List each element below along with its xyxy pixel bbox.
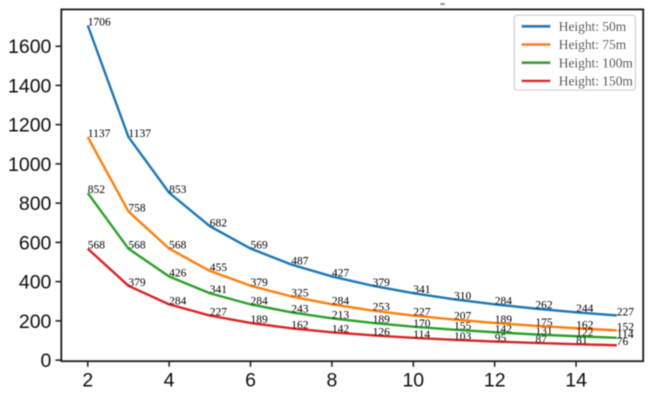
svg-text:379: 379: [128, 277, 146, 289]
svg-text:1600: 1600: [8, 36, 52, 58]
svg-text:758: 758: [128, 202, 146, 214]
svg-text:227: 227: [210, 307, 228, 319]
svg-text:114: 114: [617, 329, 634, 341]
svg-text:341: 341: [413, 284, 431, 296]
svg-text:568: 568: [169, 240, 187, 252]
svg-text:152: 152: [617, 321, 635, 333]
svg-text:6: 6: [245, 369, 256, 391]
svg-text:262: 262: [535, 300, 553, 312]
svg-text:682: 682: [210, 217, 228, 229]
svg-text:243: 243: [291, 303, 309, 315]
svg-text:155: 155: [454, 321, 472, 333]
svg-text:487: 487: [291, 256, 309, 268]
svg-text:1200: 1200: [8, 115, 52, 137]
svg-text:189: 189: [495, 314, 513, 326]
svg-text:207: 207: [454, 311, 472, 323]
svg-text:426: 426: [169, 268, 187, 280]
svg-text:Height: 150m: Height: 150m: [559, 74, 634, 89]
svg-text:400: 400: [19, 272, 52, 294]
svg-text:379: 379: [251, 277, 269, 289]
svg-text:10: 10: [402, 369, 424, 391]
svg-text:253: 253: [373, 302, 391, 314]
svg-text:2: 2: [82, 369, 93, 391]
svg-text:Height: 100m: Height: 100m: [559, 55, 634, 70]
svg-text:800: 800: [19, 193, 52, 215]
svg-text:170: 170: [413, 318, 431, 330]
svg-text:200: 200: [19, 311, 52, 333]
svg-text:568: 568: [88, 240, 106, 252]
svg-text:0: 0: [41, 350, 52, 372]
svg-text:1137: 1137: [88, 128, 111, 140]
svg-text:Height: 50m: Height: 50m: [559, 19, 627, 34]
svg-text:142: 142: [332, 323, 350, 335]
svg-text:227: 227: [617, 307, 635, 319]
svg-text:Height: 75m: Height: 75m: [559, 37, 627, 52]
svg-text:162: 162: [291, 319, 309, 331]
svg-text:244: 244: [576, 303, 594, 315]
svg-text:126: 126: [373, 326, 391, 338]
svg-text:427: 427: [332, 267, 350, 279]
svg-text:8: 8: [326, 369, 337, 391]
svg-text:162: 162: [576, 319, 594, 331]
svg-text:852: 852: [88, 184, 106, 196]
svg-text:284: 284: [495, 295, 513, 307]
svg-text:455: 455: [210, 262, 228, 274]
svg-text:310: 310: [454, 290, 472, 302]
svg-text:341: 341: [210, 284, 228, 296]
svg-text:379: 379: [373, 277, 391, 289]
svg-text:284: 284: [251, 295, 269, 307]
svg-text:189: 189: [373, 314, 391, 326]
svg-text:14: 14: [565, 369, 587, 391]
svg-text:122: 122: [576, 327, 594, 339]
svg-text:131: 131: [535, 325, 553, 337]
svg-text:284: 284: [332, 295, 350, 307]
svg-text:1000: 1000: [8, 154, 52, 176]
svg-text:1706: 1706: [88, 16, 111, 28]
svg-text:325: 325: [291, 287, 309, 299]
svg-text:1137: 1137: [128, 128, 151, 140]
svg-text:853: 853: [169, 184, 187, 196]
svg-text:76: 76: [617, 336, 629, 348]
svg-text:284: 284: [169, 295, 187, 307]
svg-text:142: 142: [495, 323, 513, 335]
svg-text:568: 568: [128, 240, 146, 252]
svg-text:175: 175: [535, 317, 553, 329]
svg-text:87: 87: [535, 334, 547, 346]
svg-text:1400: 1400: [8, 75, 52, 97]
svg-text:4: 4: [164, 369, 175, 391]
svg-text:213: 213: [332, 309, 350, 321]
svg-text:81: 81: [576, 335, 588, 347]
svg-text:189: 189: [251, 314, 269, 326]
svg-text:95: 95: [495, 333, 507, 345]
svg-text:600: 600: [19, 232, 52, 254]
svg-text:569: 569: [251, 240, 269, 252]
svg-text:12: 12: [484, 369, 506, 391]
svg-text:227: 227: [413, 307, 431, 319]
svg-text:103: 103: [454, 331, 472, 343]
svg-text:114: 114: [413, 329, 430, 341]
